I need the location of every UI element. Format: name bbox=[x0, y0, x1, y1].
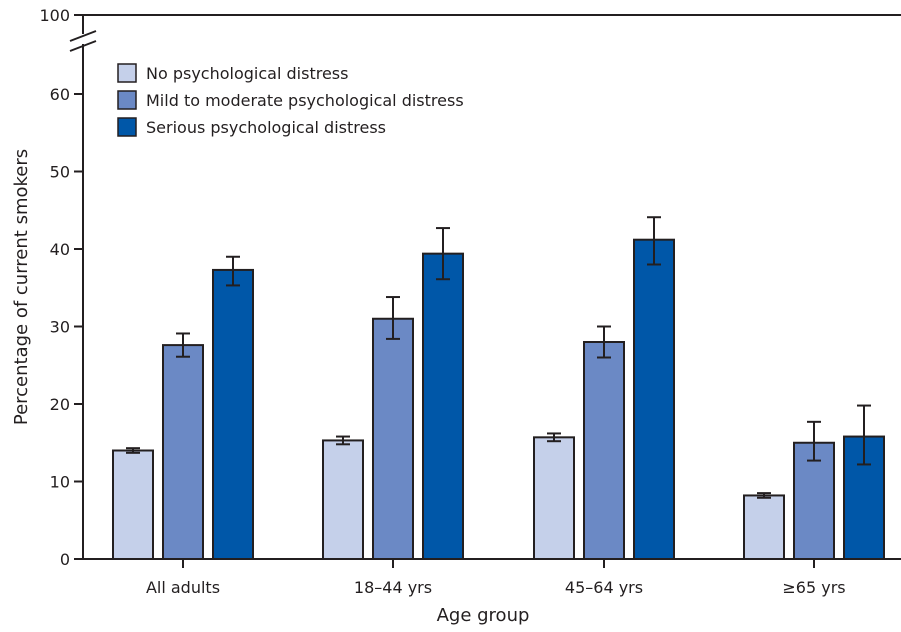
bar bbox=[533, 436, 575, 561]
x-tick-label: All adults bbox=[146, 578, 220, 597]
bars bbox=[112, 216, 885, 561]
bar bbox=[212, 268, 254, 560]
y-tick-label: 60 bbox=[50, 85, 70, 104]
x-tick-label: 45–64 yrs bbox=[565, 578, 643, 597]
y-tick-label: 10 bbox=[50, 473, 70, 492]
y-axis-title: Percentage of current smokers bbox=[11, 149, 32, 425]
bar bbox=[372, 317, 414, 560]
bar bbox=[162, 344, 204, 560]
y-tick-label: 30 bbox=[50, 318, 70, 337]
legend-swatch bbox=[117, 90, 137, 110]
x-tick-label: ≥65 yrs bbox=[782, 578, 845, 597]
y-tick-label: 100 bbox=[39, 6, 70, 25]
y-tick-label: 50 bbox=[50, 163, 70, 182]
legend-label: Serious psychological distress bbox=[146, 118, 386, 137]
bar bbox=[633, 238, 675, 560]
legend-label: No psychological distress bbox=[146, 64, 348, 83]
y-tick-label: 40 bbox=[50, 240, 70, 259]
x-axis-title: Age group bbox=[437, 605, 530, 626]
bar bbox=[583, 341, 625, 560]
bar bbox=[112, 449, 154, 560]
legend: No psychological distress Mild to moderat… bbox=[117, 63, 464, 137]
axes: 0 10 20 30 40 50 60 100 All adults 18–44 yrs 45–64… bbox=[39, 6, 901, 597]
legend-swatch bbox=[117, 63, 137, 83]
bar bbox=[422, 252, 464, 560]
axis-break-mark bbox=[69, 30, 97, 42]
x-tick-label: 18–44 yrs bbox=[354, 578, 432, 597]
bar bbox=[322, 439, 364, 560]
legend-label: Mild to moderate psychological distress bbox=[146, 91, 464, 110]
y-tick-label: 20 bbox=[50, 395, 70, 414]
bar bbox=[743, 494, 785, 561]
y-tick-label: 0 bbox=[60, 550, 70, 569]
axis-break-mark bbox=[69, 40, 97, 52]
bar bbox=[793, 441, 835, 560]
legend-swatch bbox=[117, 117, 137, 137]
